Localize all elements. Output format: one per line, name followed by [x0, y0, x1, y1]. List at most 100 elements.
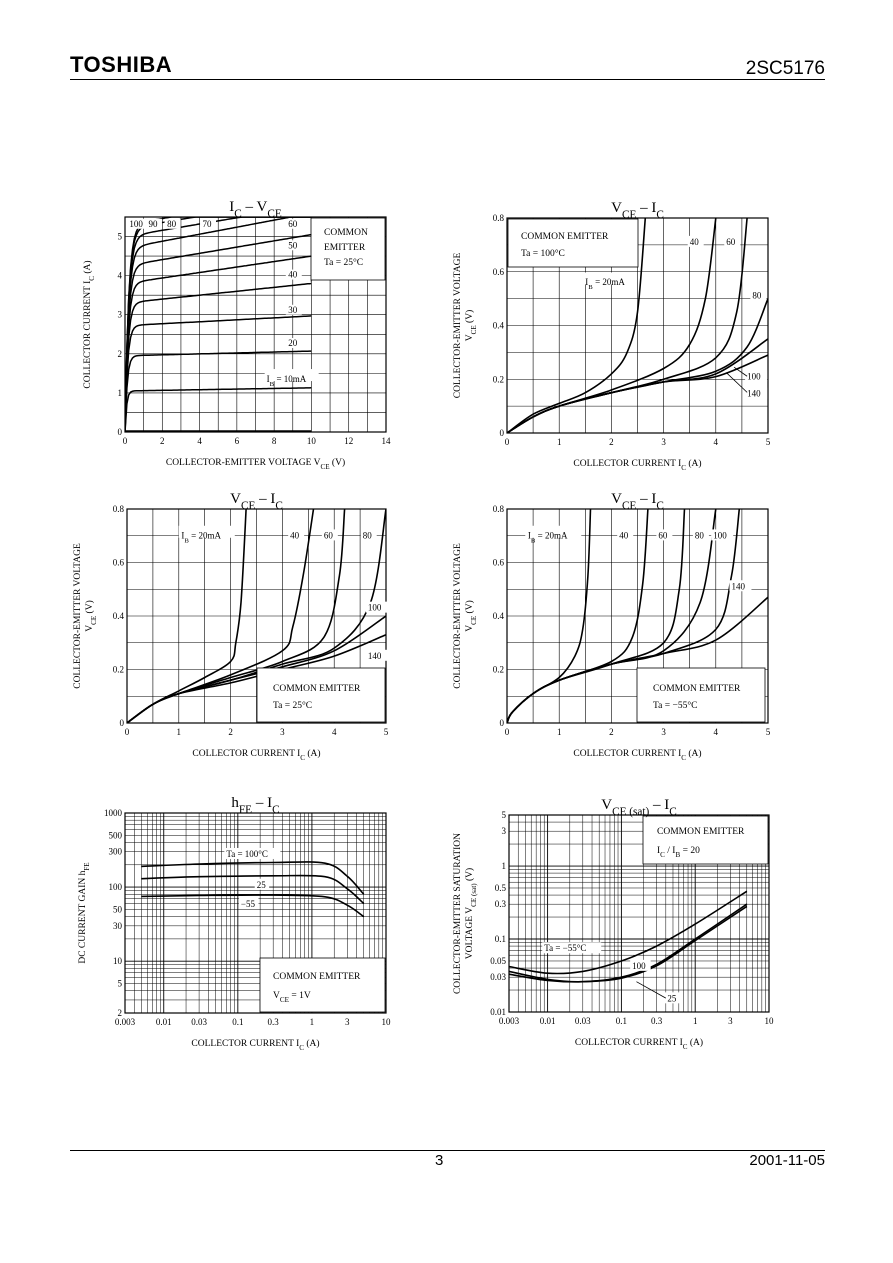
- condition-text: Ta = 25°C: [273, 700, 312, 711]
- x-tick-label: 4: [714, 727, 719, 737]
- y-tick-label: 0.8: [493, 213, 505, 223]
- y-axis-label-2: VCE (V): [84, 600, 98, 632]
- plot-frame: [508, 814, 770, 1013]
- label-bg: [729, 580, 752, 592]
- y-axis-label: COLLECTOR-EMITTER VOLTAGE: [453, 543, 463, 689]
- y-tick-label: 1: [118, 388, 123, 398]
- y-tick-label: 0: [500, 428, 505, 438]
- curve-label: Ta = −55°C: [544, 943, 586, 953]
- label-bg: [656, 529, 673, 541]
- series-line-25: [141, 874, 365, 905]
- y-axis-label-2: VCE (V): [464, 600, 478, 632]
- curve-label: 80: [752, 291, 762, 301]
- y-axis-label: COLLECTOR-EMITTER VOLTAGE: [453, 253, 463, 399]
- y-tick-label: 0.3: [495, 899, 507, 909]
- series-line-20: [507, 218, 647, 433]
- x-tick-label: 0.03: [575, 1016, 591, 1026]
- label-bg: [254, 878, 270, 890]
- ib-label: IB = 20mA: [181, 530, 221, 544]
- curve-label: 100: [713, 530, 727, 540]
- x-tick-label: 1: [177, 727, 182, 737]
- label-bg: [285, 304, 302, 315]
- curve-ib-40: [125, 282, 312, 432]
- curve-label: 90: [148, 219, 158, 229]
- curve-label: 20: [288, 338, 298, 348]
- y-tick-label: 0.05: [490, 956, 506, 966]
- label-bg: [285, 338, 302, 348]
- curve-label: 70: [203, 219, 213, 229]
- series-line-140: [507, 354, 768, 433]
- y-tick-label: 0.2: [493, 374, 504, 384]
- curve-label: 25: [257, 880, 267, 890]
- label-bg: [745, 387, 768, 399]
- condition-text: COMMON EMITTER: [273, 972, 361, 982]
- x-tick-label: 0.3: [651, 1016, 663, 1026]
- label-bg: [360, 529, 377, 541]
- curve-label: 25: [667, 993, 677, 1003]
- x-tick-label: 10: [765, 1016, 775, 1026]
- curve-label: 140: [747, 389, 761, 399]
- y-tick-label: 0.4: [493, 321, 505, 331]
- condition-box: [507, 218, 639, 268]
- x-tick-label: 1: [693, 1016, 698, 1026]
- condition-text: COMMON EMITTER: [653, 684, 741, 694]
- x-axis-label: COLLECTOR CURRENT IC (A): [191, 1038, 319, 1052]
- condition-box: [259, 957, 386, 1013]
- condition-text: COMMON EMITTER: [521, 232, 609, 242]
- y-tick-label: 0.2: [113, 665, 124, 675]
- y-tick-label: 100: [109, 882, 123, 892]
- x-tick-label: 3: [280, 727, 285, 737]
- y-tick-label: 4: [118, 271, 123, 281]
- y-tick-label: 0: [120, 718, 125, 728]
- y-tick-label: 10: [113, 956, 123, 966]
- curve-label: 40: [619, 530, 629, 540]
- chart-title: hFE – IC: [231, 795, 279, 816]
- x-tick-label: 6: [235, 436, 240, 446]
- curve-label: 140: [731, 581, 745, 591]
- condition-text: Ta = −55°C: [653, 700, 697, 711]
- condition-box: [256, 667, 386, 723]
- curve-ib-80: [125, 217, 312, 432]
- label-bg: [665, 992, 681, 1004]
- curve-ib-70: [125, 217, 312, 432]
- label-bg: [164, 218, 181, 229]
- chart-title: VCE – IC: [611, 491, 664, 512]
- label-bg: [321, 529, 338, 541]
- series-line-140: [127, 633, 386, 723]
- condition-box: [642, 815, 769, 865]
- part-number: 2SC5176: [745, 58, 825, 79]
- curve-label: 60: [726, 237, 736, 247]
- y-tick-label: 3: [502, 826, 507, 836]
- condition-text: COMMON EMITTER: [657, 827, 745, 837]
- curve-label: 60: [658, 530, 668, 540]
- y-tick-label: 0.6: [493, 267, 505, 277]
- curve-label: 60: [324, 530, 334, 540]
- curve-label: 100: [368, 603, 382, 613]
- y-tick-label: 50: [113, 904, 123, 914]
- series-line-100: [509, 903, 748, 983]
- condition-box: [636, 667, 766, 723]
- condition-box: [310, 217, 386, 281]
- label-bg: [288, 529, 305, 541]
- y-tick-label: 0.4: [493, 611, 505, 621]
- label-bg: [285, 218, 302, 229]
- series-line-140: [507, 596, 768, 723]
- y-tick-label: 5: [502, 810, 507, 820]
- ib-label: IB = 10mA: [267, 374, 307, 388]
- x-tick-label: 2: [160, 436, 165, 446]
- x-tick-label: 5: [766, 727, 771, 737]
- x-tick-label: 2: [609, 437, 614, 447]
- label-bg: [745, 370, 768, 382]
- curve-label: 60: [288, 219, 298, 229]
- chart-title: VCE – IC: [230, 491, 283, 512]
- chart-title: VCE (sat) – IC: [601, 797, 677, 818]
- x-tick-label: 0: [505, 727, 510, 737]
- curve-label: 100: [129, 219, 143, 229]
- x-tick-label: 1: [310, 1017, 315, 1027]
- x-tick-label: 3: [345, 1017, 350, 1027]
- x-tick-label: 0.003: [499, 1016, 520, 1026]
